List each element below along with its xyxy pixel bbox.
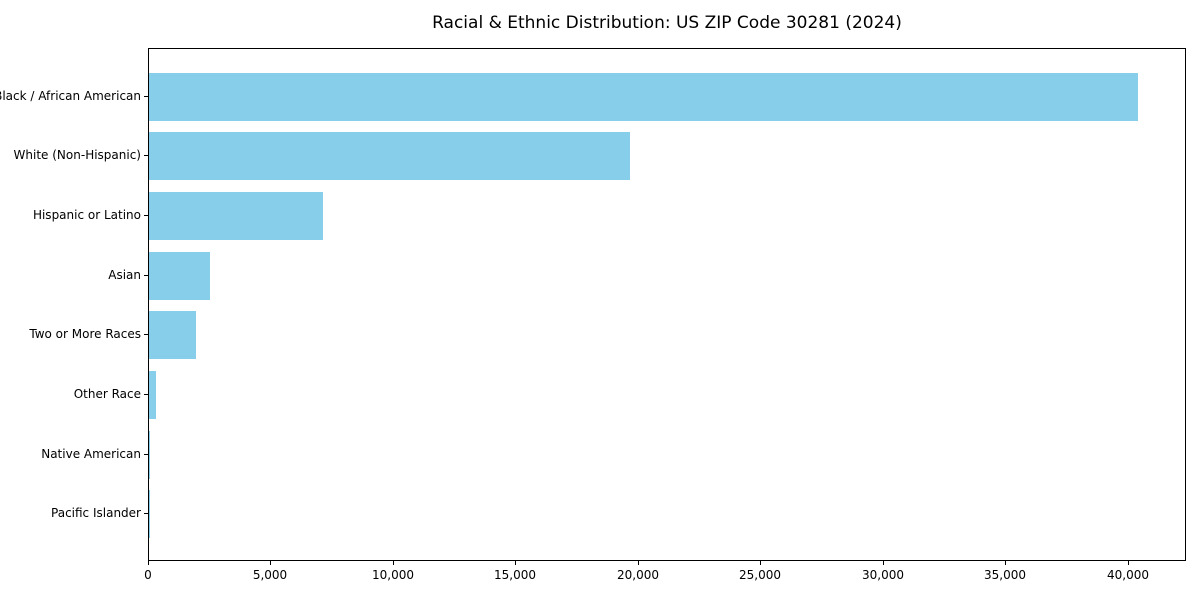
bar-white-non-hispanic: [149, 132, 631, 181]
x-axis-tick: [638, 561, 639, 565]
y-axis-tick: [144, 334, 148, 335]
y-axis-tick: [144, 96, 148, 97]
x-axis-label: 15,000: [494, 568, 536, 582]
x-axis-tick: [393, 561, 394, 565]
x-axis-label: 40,000: [1107, 568, 1149, 582]
y-axis-label: Black / African American: [0, 89, 141, 103]
x-axis-tick: [1005, 561, 1006, 565]
y-axis-label: Hispanic or Latino: [32, 208, 141, 222]
y-axis-label: White (Non-Hispanic): [13, 148, 141, 162]
y-axis-tick: [144, 513, 148, 514]
y-axis-label: Native American: [41, 447, 141, 461]
plot-area: [148, 48, 1186, 561]
y-axis-tick: [144, 215, 148, 216]
y-axis-tick: [144, 394, 148, 395]
y-axis-label: Two or More Races: [29, 327, 141, 341]
x-axis-tick: [883, 561, 884, 565]
x-axis-label: 20,000: [617, 568, 659, 582]
x-axis-tick: [1128, 561, 1129, 565]
y-axis-label: Pacific Islander: [51, 506, 141, 520]
bar-native-american: [149, 430, 151, 479]
x-axis-tick: [270, 561, 271, 565]
x-axis-label: 10,000: [372, 568, 414, 582]
x-axis-label: 25,000: [739, 568, 781, 582]
x-axis-tick: [760, 561, 761, 565]
x-axis-label: 30,000: [862, 568, 904, 582]
y-axis-label: Asian: [108, 268, 141, 282]
chart-title: Racial & Ethnic Distribution: US ZIP Cod…: [432, 13, 902, 33]
bar-hispanic-or-latino: [149, 192, 323, 241]
y-axis-label: Other Race: [73, 387, 141, 401]
x-axis-tick: [148, 561, 149, 565]
y-axis-tick: [144, 155, 148, 156]
x-axis-tick: [515, 561, 516, 565]
bar-asian: [149, 251, 211, 300]
y-axis-tick: [144, 275, 148, 276]
bar-other-race: [149, 370, 157, 419]
y-axis-tick: [144, 454, 148, 455]
bar-black-african-american: [149, 72, 1138, 121]
bar-two-or-more-races: [149, 311, 196, 360]
x-axis-label: 5,000: [252, 568, 288, 582]
x-axis-label: 35,000: [984, 568, 1026, 582]
x-axis-label: 0: [144, 568, 152, 582]
